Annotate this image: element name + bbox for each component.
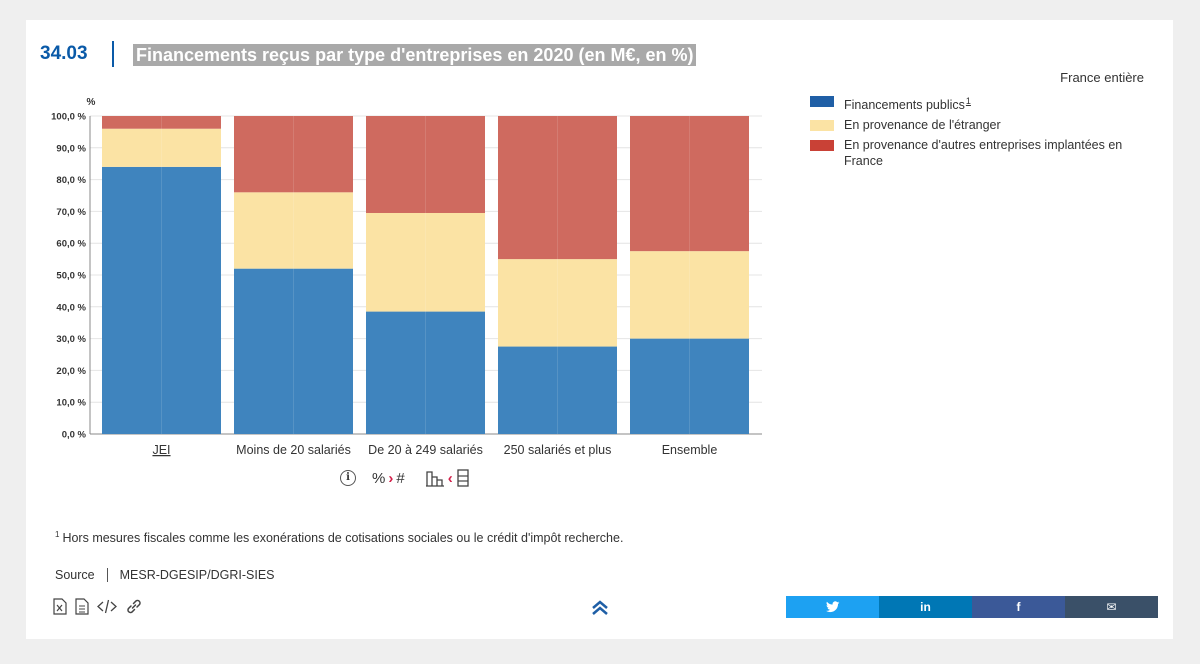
bar-segment	[498, 346, 617, 434]
source-value: MESR-DGESIP/DGRI-SIES	[119, 568, 275, 582]
export-icons	[53, 598, 143, 615]
legend-label-companies: En provenance d'autres entreprises impla…	[844, 138, 1123, 169]
x-tick-label: JEI	[152, 443, 170, 457]
bar-segment	[366, 212, 485, 312]
scope-label: France entière	[1060, 70, 1144, 85]
y-tick-label: 20,0 %	[56, 366, 86, 377]
bar-segment	[102, 166, 221, 434]
email-share-button[interactable]: ✉	[1065, 596, 1158, 618]
y-tick-label: 80,0 %	[56, 175, 86, 186]
layout-toggle[interactable]: ‹	[425, 468, 470, 488]
legend-swatch-public	[810, 96, 834, 107]
bar-segment	[630, 251, 749, 339]
footnote-text: Hors mesures fiscales comme les exonérat…	[62, 531, 624, 546]
linkedin-icon: in	[920, 600, 931, 614]
excel-download-icon[interactable]	[53, 598, 67, 615]
toggle-arrow-left-icon: ‹	[447, 469, 453, 487]
x-tick-label: De 20 à 249 salariés	[368, 443, 483, 457]
bar-segment	[102, 116, 221, 129]
scroll-to-top-icon[interactable]	[589, 599, 611, 617]
legend-swatch-companies	[810, 140, 834, 152]
bar-segment	[630, 116, 749, 252]
stacked-bar-chart: % 0,0 % 10,0 % 20,0 % 30,0 % 40,0 % 50,0 % 60,0…	[51, 97, 762, 457]
y-axis-unit-label: %	[87, 97, 96, 108]
y-tick-label: 10,0 %	[56, 398, 86, 409]
bar-segment	[498, 259, 617, 347]
source-label: Source	[55, 568, 95, 582]
y-tick-label: 50,0 %	[56, 271, 86, 282]
bar-segment	[234, 116, 353, 193]
info-icon[interactable]: i	[340, 470, 356, 486]
bar-segment	[630, 338, 749, 434]
y-tick-label: 90,0 %	[56, 143, 86, 154]
title-divider	[112, 41, 114, 67]
legend-item-public[interactable]: Financements publics1	[810, 93, 1150, 113]
figure-title: Financements reçus par type d'entreprise…	[133, 44, 697, 66]
stacked-bar-icon	[457, 469, 469, 487]
bar-segment	[366, 311, 485, 434]
linkedin-share-button[interactable]: in	[879, 596, 972, 618]
legend-item-foreign[interactable]: En provenance de l'étranger	[810, 117, 1150, 133]
twitter-share-button[interactable]	[786, 596, 879, 618]
grouped-bars-icon	[425, 471, 444, 487]
bar-segment	[234, 268, 353, 434]
bar-segment	[234, 192, 353, 269]
legend-footnote-link[interactable]: 1	[965, 96, 971, 106]
footnote: 1 Hors mesures fiscales comme les exonéra…	[55, 530, 623, 545]
legend: Financements publics1 En provenance de l…	[810, 93, 1150, 173]
bar-segment	[366, 116, 485, 213]
document-download-icon[interactable]	[75, 598, 89, 615]
source: Source MESR-DGESIP/DGRI-SIES	[55, 568, 275, 582]
legend-swatch-foreign	[810, 120, 834, 132]
source-divider	[106, 568, 108, 582]
bar-segment	[498, 116, 617, 260]
legend-label-public: Financements publics	[844, 98, 965, 113]
percent-symbol: %	[372, 469, 386, 487]
y-tick-label: 100,0 %	[51, 112, 86, 123]
x-tick-label: Moins de 20 salariés	[236, 443, 351, 457]
toggle-arrow-icon: ›	[388, 469, 394, 487]
chart-tools: i % › # ‹	[340, 466, 470, 490]
y-tick-label: 40,0 %	[56, 302, 86, 313]
count-symbol: #	[396, 469, 405, 487]
footnote-marker: 1	[55, 530, 60, 539]
legend-label-foreign: En provenance de l'étranger	[844, 118, 1001, 133]
y-tick-label: 60,0 %	[56, 239, 86, 250]
twitter-icon	[825, 601, 839, 613]
y-tick-label: 0,0 %	[62, 430, 87, 441]
y-tick-label: 70,0 %	[56, 207, 86, 218]
x-tick-label: Ensemble	[662, 443, 718, 457]
facebook-icon: f	[1016, 600, 1021, 614]
facebook-share-button[interactable]: f	[972, 596, 1065, 618]
link-icon[interactable]	[125, 598, 143, 615]
email-icon: ✉	[1106, 600, 1117, 614]
share-bar: in f ✉	[786, 596, 1158, 618]
x-tick-label: 250 salariés et plus	[504, 443, 612, 457]
bar-segment	[102, 128, 221, 167]
y-tick-label: 30,0 %	[56, 334, 86, 345]
percent-toggle[interactable]: % › #	[372, 470, 405, 487]
legend-item-companies[interactable]: En provenance d'autres entreprises impla…	[810, 137, 1150, 169]
embed-code-icon[interactable]	[97, 598, 117, 615]
figure-number: 34.03	[40, 43, 88, 64]
